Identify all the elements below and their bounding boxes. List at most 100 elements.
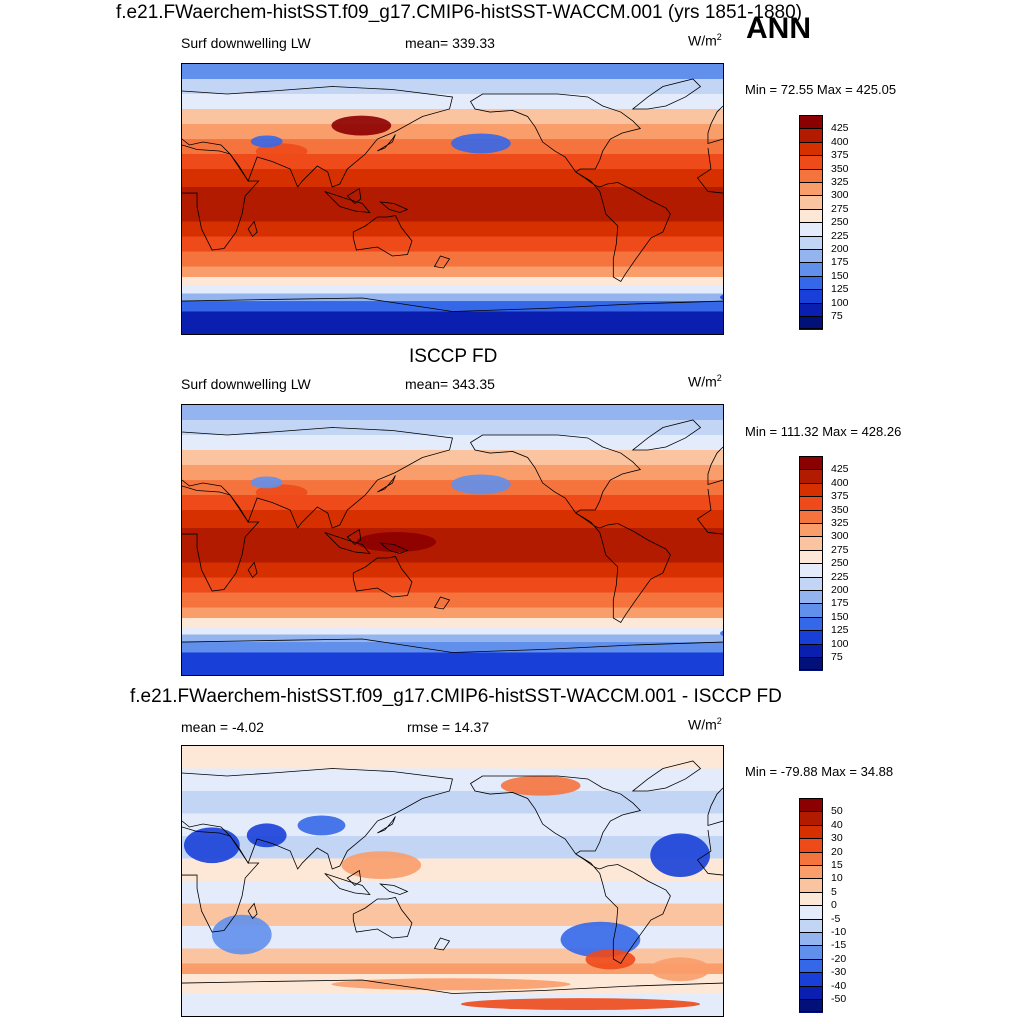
colorbar-tick-label: 200 bbox=[831, 243, 849, 255]
field-anomaly bbox=[255, 484, 308, 501]
coastline bbox=[247, 220, 258, 238]
field-band bbox=[182, 277, 723, 287]
colorbar-swatch bbox=[799, 999, 823, 1013]
panel-units: W/m2 bbox=[688, 32, 722, 49]
field-anomaly bbox=[650, 957, 711, 982]
colorbar-tick-label: 125 bbox=[831, 283, 849, 296]
colorbar-frame bbox=[799, 456, 823, 671]
colorbar-swatch bbox=[799, 536, 823, 551]
colorbar-swatch bbox=[799, 262, 823, 277]
field-band bbox=[182, 480, 723, 496]
colorbar-swatch bbox=[799, 918, 823, 933]
colorbar-tick-label: 75 bbox=[831, 310, 843, 322]
colorbar-tick-label: 125 bbox=[831, 624, 849, 637]
coastline bbox=[352, 897, 413, 939]
season-label: ANN bbox=[746, 12, 811, 45]
colorbar-swatch bbox=[799, 630, 823, 645]
colorbar-swatch bbox=[799, 616, 823, 631]
field-anomaly bbox=[451, 133, 511, 154]
colorbar-tick-label: 0 bbox=[831, 899, 837, 912]
coastline bbox=[631, 760, 702, 792]
colorbar-tick-label: 275 bbox=[831, 543, 849, 556]
colorbar-tick-label: 175 bbox=[831, 256, 849, 269]
colorbar-tick-label: 325 bbox=[831, 517, 849, 529]
colorbar-swatch bbox=[799, 563, 823, 578]
coastline bbox=[324, 873, 371, 895]
coastline bbox=[707, 446, 723, 486]
field-anomaly bbox=[650, 833, 711, 878]
coastline bbox=[696, 829, 723, 876]
colorbar-swatch bbox=[799, 945, 823, 960]
colorbar-swatch bbox=[799, 509, 823, 524]
coastline bbox=[433, 596, 451, 610]
field-band bbox=[182, 642, 723, 654]
colorbar-swatch bbox=[799, 141, 823, 156]
coastline bbox=[379, 542, 409, 554]
colorbar-swatch bbox=[799, 168, 823, 183]
coastline bbox=[346, 528, 362, 545]
field-band bbox=[182, 123, 723, 140]
panel-center-label: mean= 343.35 bbox=[405, 376, 495, 392]
map-panel-obs bbox=[181, 404, 724, 676]
colorbar-tick-label: 20 bbox=[831, 845, 843, 858]
coastline bbox=[182, 144, 260, 251]
field-band bbox=[182, 419, 723, 436]
colorbar-swatch bbox=[799, 222, 823, 237]
field-band bbox=[182, 206, 723, 223]
field-anomaly bbox=[356, 532, 437, 552]
field-band bbox=[182, 251, 723, 268]
coastline bbox=[352, 556, 413, 598]
colorbar-swatch bbox=[799, 972, 823, 987]
field-anomaly bbox=[255, 143, 308, 160]
colorbar-swatch bbox=[799, 235, 823, 250]
colorbar-frame bbox=[799, 798, 823, 1013]
colorbar-swatch bbox=[799, 482, 823, 497]
field-band bbox=[182, 221, 723, 238]
units-base: W/m bbox=[688, 32, 717, 49]
field-anomaly bbox=[585, 949, 636, 970]
coastline bbox=[707, 787, 723, 827]
panel-units: W/m2 bbox=[688, 716, 722, 733]
colorbar-tick-label: -5 bbox=[831, 912, 841, 925]
coastline bbox=[352, 215, 413, 257]
field-anomaly bbox=[720, 294, 723, 300]
colorbar-swatch bbox=[799, 182, 823, 196]
colorbar-swatch bbox=[799, 316, 823, 330]
colorbar-tick-label: 75 bbox=[831, 651, 843, 663]
colorbar-swatch bbox=[799, 302, 823, 317]
colorbar-swatch bbox=[799, 643, 823, 658]
field-anomaly bbox=[341, 851, 422, 880]
colorbar-swatch bbox=[799, 603, 823, 618]
field-band bbox=[182, 93, 723, 110]
colorbar-swatch bbox=[799, 865, 823, 879]
field-anomaly bbox=[500, 775, 581, 796]
colorbar-tick-label: -30 bbox=[831, 966, 847, 979]
colorbar-swatch bbox=[799, 549, 823, 564]
field-band bbox=[182, 577, 723, 594]
coastline bbox=[182, 638, 723, 653]
colorbar-tick-label: 175 bbox=[831, 597, 849, 610]
field-anomaly bbox=[250, 476, 283, 489]
colorbar-swatch bbox=[799, 590, 823, 604]
colorbar-tick-label: 225 bbox=[831, 570, 849, 583]
units-base: W/m bbox=[688, 716, 717, 733]
coastline bbox=[707, 105, 723, 145]
colorbar-swatch bbox=[799, 195, 823, 210]
colorbar-swatch bbox=[799, 878, 823, 893]
field-band bbox=[182, 746, 723, 770]
colorbar-tick-label: 350 bbox=[831, 162, 849, 175]
colorbar-swatch bbox=[799, 155, 823, 170]
colorbar-tick-label: 100 bbox=[831, 296, 849, 309]
field-band bbox=[182, 858, 723, 882]
panel-minmax: Min = 72.55 Max = 425.05 bbox=[745, 82, 897, 97]
colorbar-tick-label: 425 bbox=[831, 122, 849, 135]
colorbar-tick-label: -20 bbox=[831, 952, 847, 965]
field-band bbox=[182, 634, 723, 643]
colorbar-swatch bbox=[799, 811, 823, 826]
field-anomaly bbox=[246, 823, 287, 848]
colorbar-tick-label: 225 bbox=[831, 229, 849, 242]
figure-title: f.e21.FWaerchem-histSST.f09_g17.CMIP6-hi… bbox=[116, 2, 803, 23]
colorbar-tick-label: 425 bbox=[831, 463, 849, 476]
field-band bbox=[182, 836, 723, 860]
colorbar-swatch bbox=[799, 932, 823, 946]
